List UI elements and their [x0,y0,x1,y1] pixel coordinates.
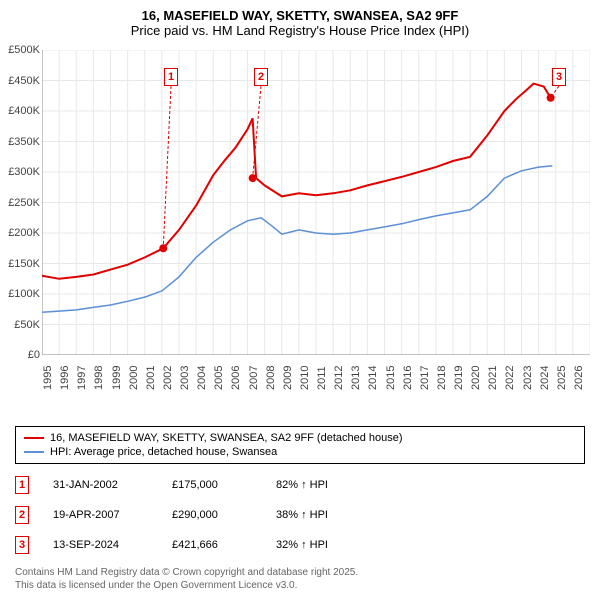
sales-pct: 32% ↑ HPI [276,539,328,551]
x-tick-label: 1999 [111,366,123,390]
sales-row: 2 19-APR-2007 £290,000 38% ↑ HPI [15,500,585,530]
x-tick-label: 2011 [316,366,328,390]
x-tick-label: 2017 [419,366,431,390]
x-tick-label: 2007 [248,366,260,390]
x-tick-label: 2010 [299,366,311,390]
sales-price: £290,000 [172,509,252,521]
x-tick-label: 2014 [367,366,379,390]
x-tick-label: 2024 [539,366,551,390]
x-tick-label: 2025 [556,366,568,390]
x-tick-label: 1998 [93,366,105,390]
x-tick-label: 2008 [265,366,277,390]
x-tick-label: 2022 [504,366,516,390]
x-tick-label: 2019 [453,366,465,390]
x-tick-label: 2020 [470,366,482,390]
y-tick-label: £350K [0,136,40,148]
chart-marker-1: 1 [164,68,178,86]
x-tick-label: 2015 [385,366,397,390]
sales-pct: 82% ↑ HPI [276,479,328,491]
x-tick-label: 2016 [402,366,414,390]
sales-row: 3 13-SEP-2024 £421,666 32% ↑ HPI [15,530,585,560]
x-tick-label: 2000 [128,366,140,390]
legend-label: 16, MASEFIELD WAY, SKETTY, SWANSEA, SA2 … [50,432,403,444]
x-tick-label: 2003 [179,366,191,390]
legend-row: 16, MASEFIELD WAY, SKETTY, SWANSEA, SA2 … [24,431,576,445]
chart-marker-2: 2 [254,68,268,86]
sales-date: 19-APR-2007 [53,509,148,521]
x-tick-label: 2026 [573,366,585,390]
title-block: 16, MASEFIELD WAY, SKETTY, SWANSEA, SA2 … [0,0,600,42]
footer-line1: Contains HM Land Registry data © Crown c… [15,566,585,579]
title-subtitle: Price paid vs. HM Land Registry's House … [10,23,590,38]
sales-date: 13-SEP-2024 [53,539,148,551]
chart-marker-3: 3 [552,68,566,86]
chart: £0 £50K £100K £150K £200K £250K £300K £350K £400… [0,42,600,422]
y-tick-label: £500K [0,44,40,56]
x-tick-label: 2021 [487,366,499,390]
sales-date: 31-JAN-2002 [53,479,148,491]
y-tick-label: £400K [0,105,40,117]
title-address: 16, MASEFIELD WAY, SKETTY, SWANSEA, SA2 … [10,8,590,23]
x-tick-label: 2002 [162,366,174,390]
sales-row: 1 31-JAN-2002 £175,000 82% ↑ HPI [15,470,585,500]
legend-label: HPI: Average price, detached house, Swan… [50,446,277,458]
x-tick-label: 2009 [282,366,294,390]
x-tick-label: 2023 [522,366,534,390]
x-tick-label: 1995 [42,366,54,390]
y-tick-label: £200K [0,227,40,239]
y-tick-label: £0 [0,349,40,361]
legend-swatch [24,437,44,439]
x-tick-label: 1997 [76,366,88,390]
legend-swatch [24,451,44,453]
x-tick-label: 2006 [230,366,242,390]
legend-row: HPI: Average price, detached house, Swan… [24,445,576,459]
y-tick-label: £50K [0,319,40,331]
y-tick-label: £250K [0,197,40,209]
sales-table: 1 31-JAN-2002 £175,000 82% ↑ HPI 2 19-AP… [15,470,585,560]
plot-svg [42,50,590,355]
sales-pct: 38% ↑ HPI [276,509,328,521]
sales-marker: 2 [15,506,29,524]
x-tick-label: 2005 [213,366,225,390]
footer-line2: This data is licensed under the Open Gov… [15,579,585,592]
x-tick-label: 1996 [59,366,71,390]
sales-price: £421,666 [172,539,252,551]
y-tick-label: £150K [0,258,40,270]
x-tick-label: 2004 [196,366,208,390]
x-tick-label: 2018 [436,366,448,390]
y-tick-label: £100K [0,288,40,300]
x-tick-label: 2012 [333,366,345,390]
y-tick-label: £450K [0,75,40,87]
bottom-panel: 16, MASEFIELD WAY, SKETTY, SWANSEA, SA2 … [15,426,585,592]
sales-price: £175,000 [172,479,252,491]
x-tick-label: 2001 [145,366,157,390]
legend: 16, MASEFIELD WAY, SKETTY, SWANSEA, SA2 … [15,426,585,464]
y-tick-label: £300K [0,166,40,178]
x-tick-label: 2013 [350,366,362,390]
footer-licence: Contains HM Land Registry data © Crown c… [15,566,585,592]
sales-marker: 1 [15,476,29,494]
sales-marker: 3 [15,536,29,554]
